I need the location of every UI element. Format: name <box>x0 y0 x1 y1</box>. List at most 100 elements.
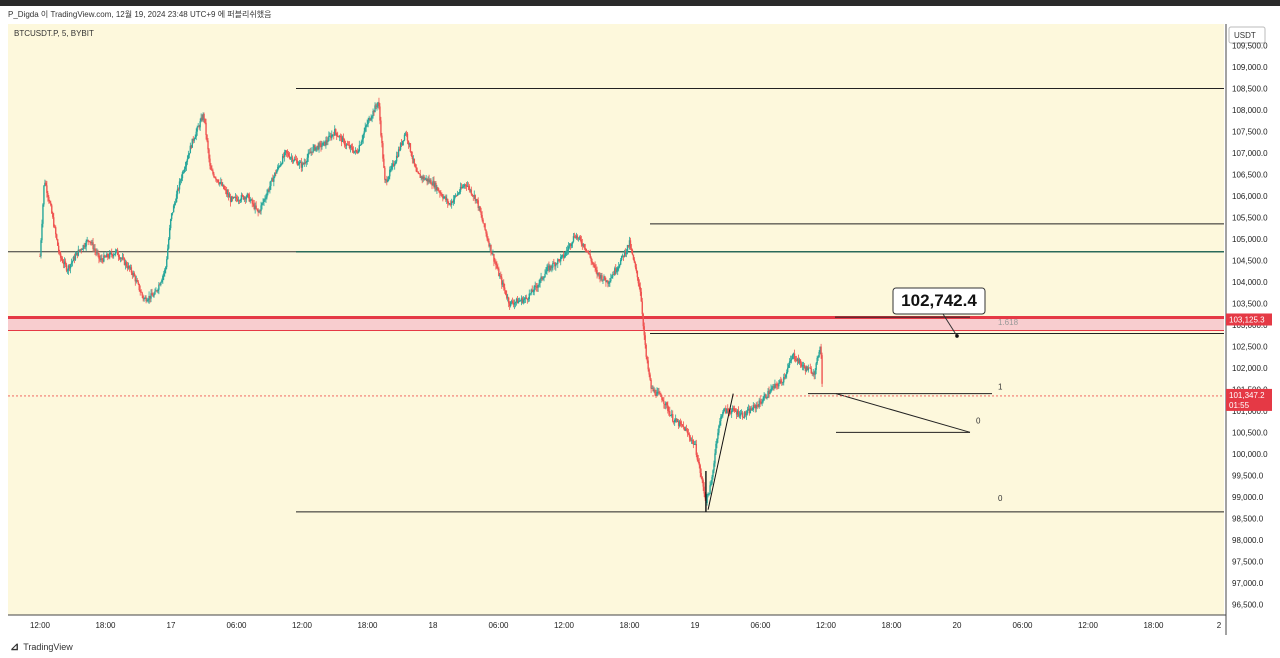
candle-body <box>340 136 343 142</box>
candle-body <box>86 239 88 241</box>
candle-body <box>546 267 548 272</box>
candle-body <box>277 166 279 171</box>
candle-body <box>821 355 823 384</box>
y-tick-label: 109,500.0 <box>1232 41 1268 50</box>
candle-body <box>309 152 311 154</box>
candle-body <box>419 174 421 178</box>
candle-body <box>130 267 133 273</box>
candle-body <box>526 298 529 300</box>
candle-body <box>758 400 760 407</box>
candle-body <box>270 180 272 186</box>
candle-body <box>132 273 135 275</box>
candle-body <box>738 415 741 417</box>
candle-body <box>818 352 820 357</box>
candle-body <box>324 141 326 146</box>
candle-body <box>638 283 641 288</box>
candle-body <box>773 386 775 388</box>
candle-body <box>79 249 81 251</box>
candle-body <box>410 151 413 156</box>
candle-body <box>711 476 713 484</box>
candle-body <box>145 297 147 302</box>
candle-body <box>128 265 131 269</box>
x-tick-label: 12:00 <box>816 621 837 630</box>
candle-body <box>353 151 356 153</box>
candle-body <box>42 204 44 224</box>
candle-body <box>391 165 393 169</box>
candle-body <box>781 381 783 383</box>
candle-body <box>634 262 637 268</box>
candle-body <box>126 266 129 269</box>
candle-body <box>598 272 600 275</box>
candle-body <box>69 264 72 269</box>
candle-body <box>152 295 154 297</box>
candle-body <box>332 134 334 136</box>
candle-body <box>381 135 383 144</box>
candle-body <box>219 182 221 184</box>
candle-body <box>240 195 243 201</box>
candle-body <box>163 273 165 276</box>
publish-attribution: P_Digda 이 TradingView.com, 12월 19, 2024 … <box>8 10 272 19</box>
candle-body <box>157 289 159 291</box>
candle-body <box>513 302 516 305</box>
candle-body <box>667 405 669 411</box>
candle-body <box>599 274 601 279</box>
candle-body <box>98 253 100 259</box>
candle-body <box>213 173 215 177</box>
candle-body <box>103 255 105 262</box>
candle-body <box>59 253 62 258</box>
candle-body <box>820 346 822 356</box>
candle-body <box>779 380 781 384</box>
candle-body <box>107 254 109 257</box>
candle-body <box>394 161 397 165</box>
candle-body <box>56 234 58 240</box>
candle-body <box>433 180 435 188</box>
candle-body <box>273 176 275 182</box>
candle-body <box>797 358 800 364</box>
candle-body <box>264 198 266 200</box>
candle-body <box>223 184 225 189</box>
candle-body <box>592 262 594 265</box>
candle-body <box>441 193 443 197</box>
candle-body <box>509 301 512 307</box>
candle-body <box>685 428 688 431</box>
fib-label: 1 <box>998 382 1003 391</box>
y-tick-label: 103,500.0 <box>1232 299 1268 308</box>
candle-body <box>815 363 817 370</box>
candle-body <box>229 196 232 202</box>
y-tick-label: 102,500.0 <box>1232 342 1268 351</box>
candle-body <box>644 335 646 345</box>
candle-body <box>51 205 53 214</box>
y-tick-label: 106,000.0 <box>1232 192 1268 201</box>
candle-body <box>453 195 456 200</box>
candle-body <box>333 134 335 136</box>
candle-body <box>174 202 177 204</box>
candle-body <box>201 117 203 121</box>
candle-body <box>204 118 206 123</box>
candle-body <box>527 298 530 300</box>
candle-body <box>618 264 621 267</box>
candle-body <box>639 287 642 292</box>
candle-body <box>158 284 160 290</box>
candle-body <box>591 261 593 263</box>
candle-body <box>136 280 138 282</box>
candle-body <box>629 240 632 249</box>
candle-body <box>673 419 676 423</box>
candle-body <box>109 252 111 258</box>
candle-body <box>470 189 473 195</box>
candle-body <box>334 129 336 136</box>
candle-body <box>217 179 219 182</box>
x-tick-label: 18:00 <box>95 621 116 630</box>
candle-body <box>747 408 750 411</box>
candle-body <box>612 274 614 277</box>
candle-body <box>303 162 305 165</box>
candle-body <box>724 408 726 410</box>
zone-price-label: 103,125.3 <box>1229 315 1265 324</box>
candle-body <box>47 192 49 198</box>
candle-body <box>605 280 607 283</box>
candle-body <box>768 390 770 395</box>
candle-body <box>233 197 236 198</box>
candle-body <box>783 377 785 383</box>
candle-body <box>360 141 362 146</box>
candle-body <box>512 303 515 305</box>
